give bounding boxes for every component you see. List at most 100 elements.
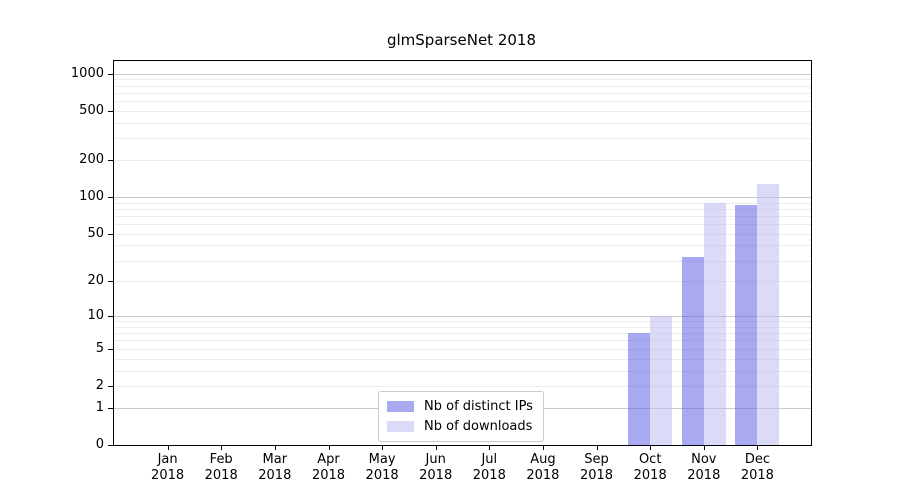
gridline-minor	[114, 79, 811, 81]
gridline-major	[114, 197, 811, 198]
bar-ips-oct	[628, 333, 651, 445]
x-tick-label-month: Sep	[584, 452, 609, 467]
x-tick-label-year: 2018	[579, 468, 614, 483]
gridline-minor	[114, 224, 811, 226]
gridline-minor	[114, 386, 811, 387]
bar-downloads-nov	[703, 202, 726, 445]
gridline-minor	[114, 370, 811, 372]
gridline-minor	[114, 233, 811, 235]
gridline-minor	[114, 260, 811, 262]
legend-item-downloads: Nb of downloads	[387, 419, 533, 434]
gridline-minor	[114, 160, 811, 161]
x-tick-label-month: Oct	[638, 452, 662, 467]
gridline-minor	[114, 85, 811, 87]
y-tick-mark	[108, 316, 113, 318]
gridline-minor	[114, 215, 811, 217]
y-tick-mark	[108, 445, 113, 446]
y-tick-label: 200	[79, 152, 104, 167]
y-tick-label: 50	[87, 225, 104, 241]
x-tick-mark	[221, 445, 223, 450]
x-tick-mark	[757, 445, 759, 450]
x-tick-label-year: 2018	[311, 468, 346, 483]
y-tick-mark	[108, 348, 113, 350]
x-tick-label-month: Feb	[209, 452, 233, 467]
x-tick-label: Sep 2018	[565, 452, 629, 484]
gridline-minor	[114, 92, 811, 94]
bar-ips-dec	[735, 205, 758, 445]
bar-downloads-dec	[757, 184, 780, 445]
x-tick-label-month: Dec	[744, 452, 770, 467]
gridline-minor	[114, 281, 811, 283]
legend-swatch-downloads-icon	[387, 421, 414, 432]
y-tick-label: 0	[95, 437, 104, 452]
x-tick-mark	[703, 445, 705, 450]
gridline-minor	[114, 348, 811, 350]
x-tick-label-month: Jul	[481, 452, 498, 467]
x-tick-label: Nov 2018	[672, 452, 736, 484]
x-tick-label-month: Aug	[530, 452, 556, 467]
y-tick-mark	[108, 281, 113, 283]
y-tick-label: 500	[79, 102, 104, 118]
x-tick-mark	[596, 445, 598, 450]
x-tick-label: Mar 2018	[243, 452, 307, 484]
x-tick-label: Jan 2018	[136, 452, 200, 484]
legend: Nb of distinct IPs Nb of downloads	[378, 391, 544, 442]
x-tick-label-month: Apr	[317, 452, 340, 467]
x-tick-mark	[542, 445, 544, 450]
y-tick-mark	[108, 233, 113, 235]
gridline-major	[114, 73, 811, 75]
gridline-minor	[114, 321, 811, 323]
x-tick-mark	[489, 445, 491, 450]
gridline-minor	[114, 326, 811, 328]
gridline-minor	[114, 101, 811, 103]
bar-downloads-oct	[650, 316, 673, 445]
x-tick-mark	[435, 445, 437, 450]
y-tick-label: 1	[95, 399, 104, 415]
legend-swatch-ips-icon	[387, 401, 414, 412]
y-tick-mark	[108, 110, 113, 112]
x-tick-label: May 2018	[350, 452, 414, 484]
gridline-minor	[114, 122, 811, 124]
gridline-minor	[114, 138, 811, 140]
x-tick-label-year: 2018	[419, 468, 453, 483]
y-tick-mark	[108, 73, 113, 75]
x-tick-label: Feb 2018	[189, 452, 253, 484]
x-tick-label: Apr 2018	[297, 452, 361, 484]
chart-title: glmSparseNet 2018	[386, 31, 537, 49]
x-tick-mark	[274, 445, 276, 450]
y-tick-label: 10	[87, 308, 104, 324]
x-tick-label-year: 2018	[687, 468, 721, 483]
x-tick-label-year: 2018	[365, 468, 399, 483]
gridline-minor	[114, 208, 811, 210]
y-tick-mark	[108, 197, 113, 198]
gridline-minor	[114, 245, 811, 247]
x-tick-label-year: 2018	[472, 468, 506, 483]
x-tick-label-month: Mar	[262, 452, 288, 467]
y-tick-mark	[108, 407, 113, 409]
y-tick-label: 5	[95, 340, 104, 356]
gridline-minor	[114, 202, 811, 204]
x-tick-label-year: 2018	[204, 468, 238, 483]
gridline-minor	[114, 333, 811, 335]
x-tick-label: Jul 2018	[457, 452, 521, 484]
x-tick-label-month: Jan	[157, 452, 178, 467]
y-tick-mark	[108, 386, 113, 387]
x-tick-mark	[167, 445, 169, 450]
gridline-major	[114, 316, 811, 318]
x-tick-label: Oct 2018	[618, 452, 682, 484]
x-tick-mark	[382, 445, 384, 450]
x-tick-label-year: 2018	[258, 468, 292, 483]
x-tick-mark	[328, 445, 330, 450]
gridline-minor	[114, 110, 811, 112]
y-tick-label: 100	[79, 189, 104, 204]
bar-ips-nov	[681, 257, 704, 445]
x-tick-label-month: Nov	[691, 452, 717, 467]
legend-label-distinct-ips: Nb of distinct IPs	[424, 399, 533, 414]
gridline-minor	[114, 358, 811, 360]
y-tick-mark	[108, 160, 113, 161]
x-tick-label-year: 2018	[151, 468, 185, 483]
x-tick-label: Jun 2018	[404, 452, 468, 484]
y-tick-label: 1000	[70, 65, 104, 81]
x-tick-label: Aug 2018	[511, 452, 575, 484]
